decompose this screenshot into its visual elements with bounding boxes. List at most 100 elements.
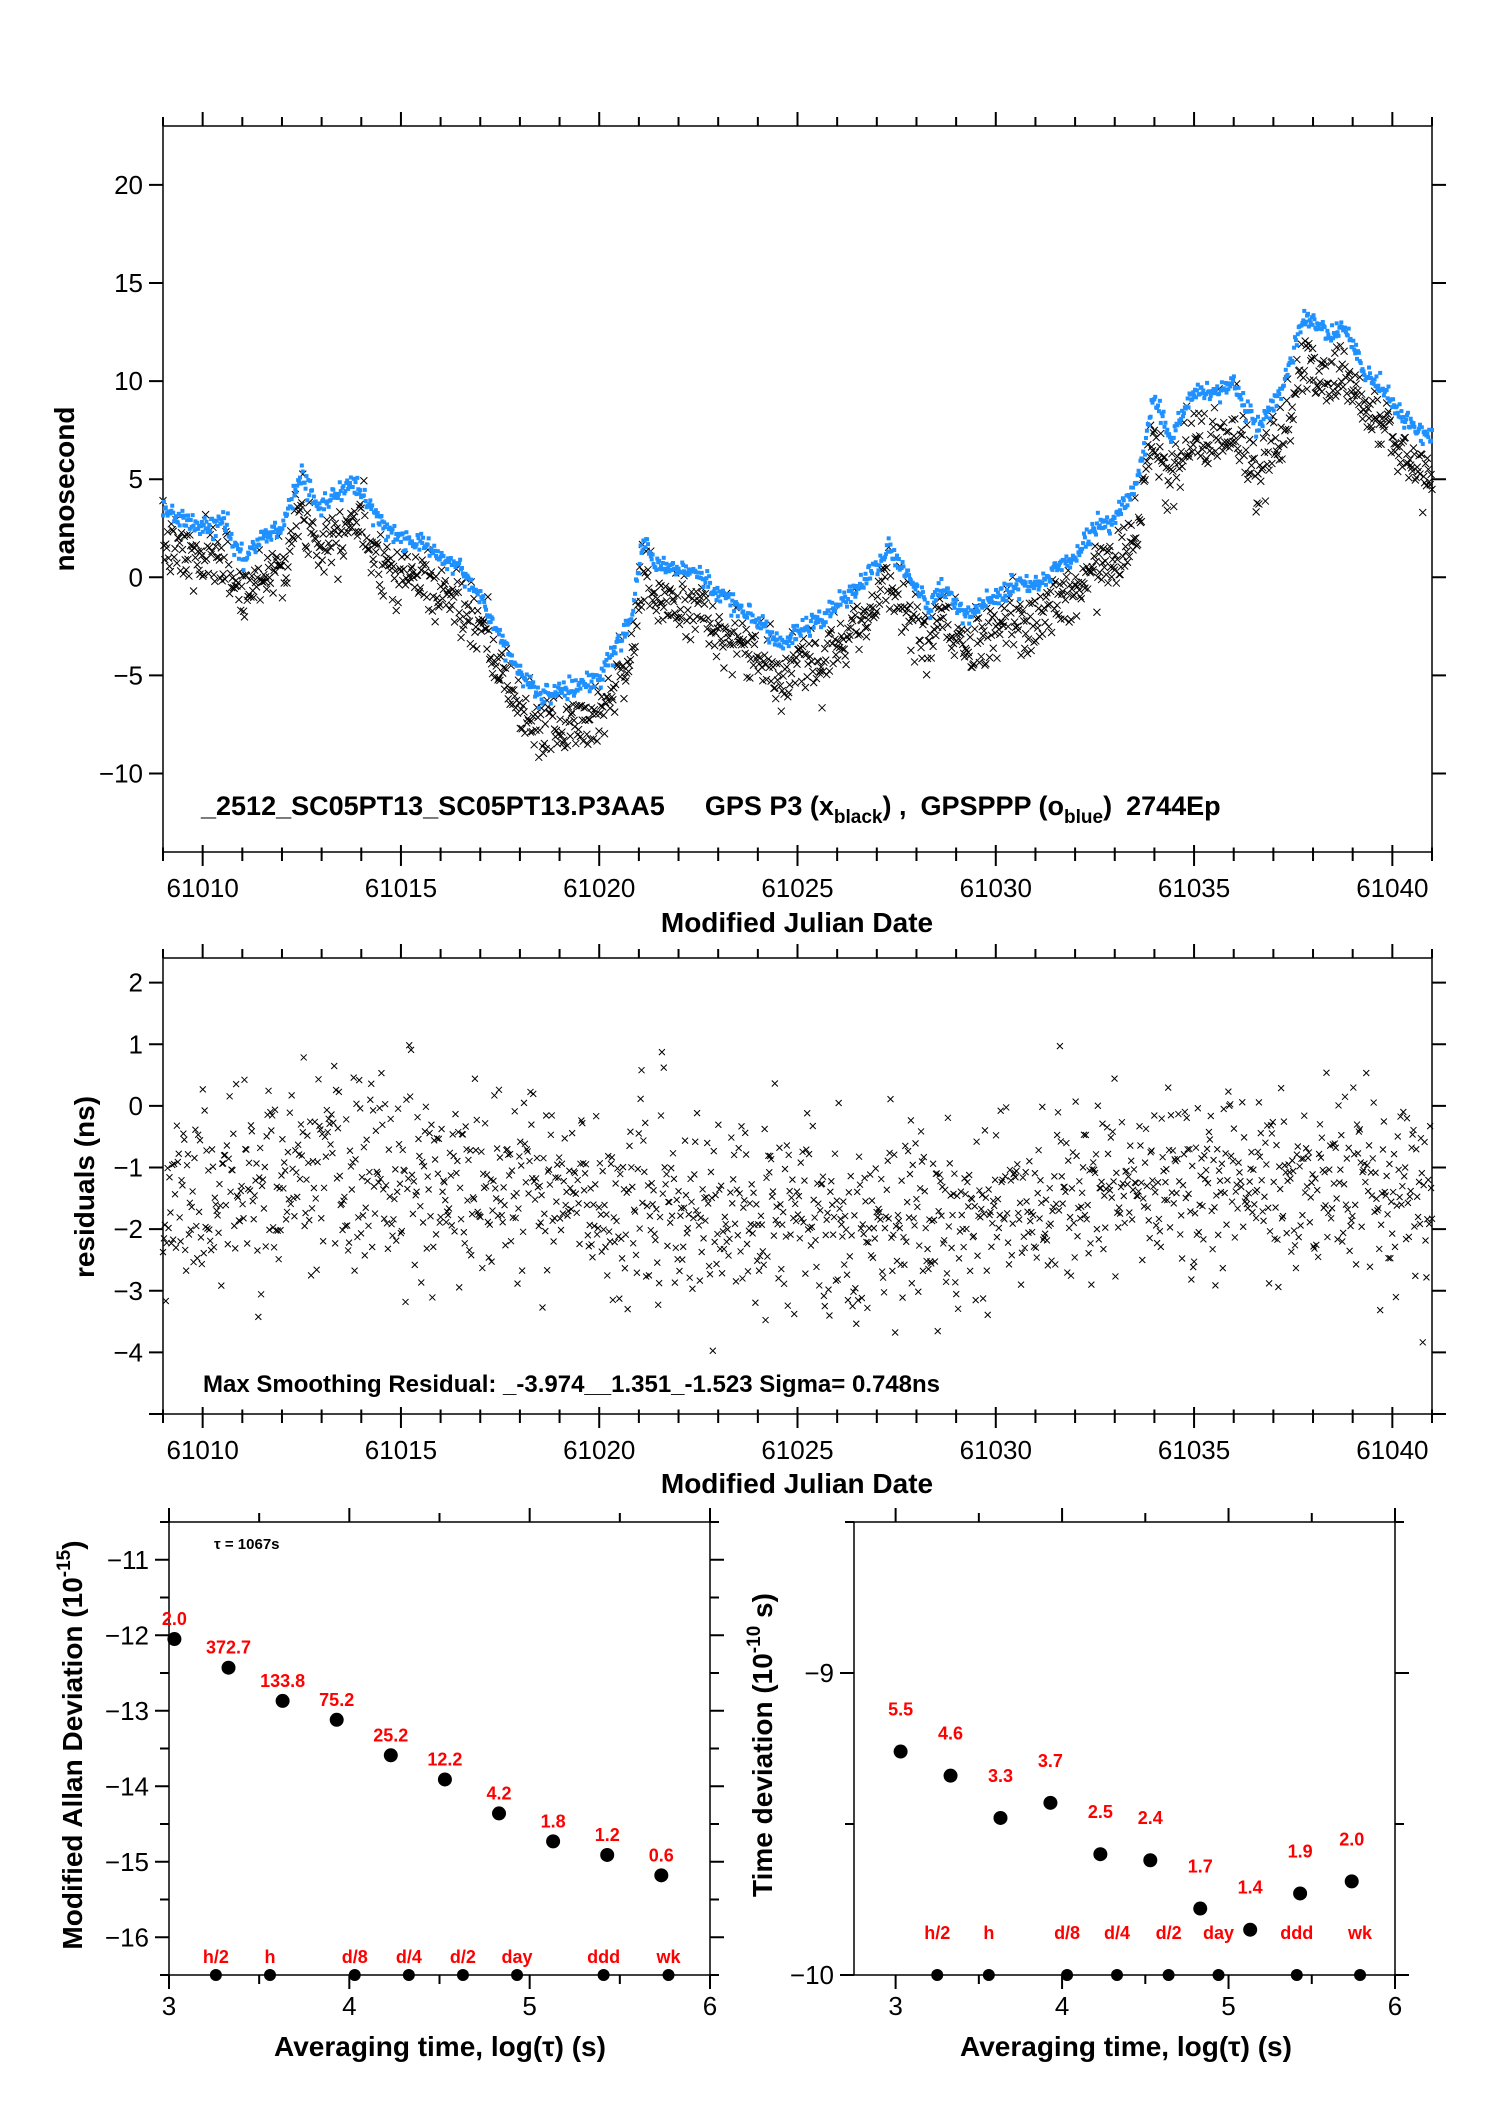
residual-point bbox=[1178, 1255, 1186, 1262]
residual-point bbox=[1187, 1276, 1195, 1283]
p3-point bbox=[422, 560, 430, 569]
ppp-point bbox=[1002, 581, 1007, 586]
p3-point bbox=[1328, 357, 1336, 366]
p3-point bbox=[354, 528, 363, 536]
p3-point bbox=[1371, 413, 1380, 422]
p3-point bbox=[1271, 434, 1280, 442]
p3-point bbox=[215, 556, 224, 564]
p3-point bbox=[1330, 349, 1339, 357]
residual-point bbox=[329, 1149, 336, 1157]
residual-point bbox=[1360, 1166, 1367, 1174]
residual-point bbox=[258, 1182, 266, 1190]
residual-point bbox=[540, 1154, 547, 1162]
residual-point bbox=[239, 1200, 246, 1208]
residual-point bbox=[994, 1195, 1002, 1203]
ppp-point bbox=[1131, 492, 1136, 497]
y-tick-label: −5 bbox=[113, 660, 143, 690]
residual-point bbox=[314, 1158, 321, 1166]
residual-point bbox=[891, 1329, 899, 1336]
residual-point bbox=[1177, 1211, 1185, 1219]
ppp-point bbox=[609, 653, 614, 658]
residual-point bbox=[189, 1188, 196, 1195]
ppp-point bbox=[599, 666, 604, 671]
p3-point bbox=[509, 686, 518, 694]
ppp-point bbox=[161, 499, 166, 504]
ppp-point bbox=[1293, 335, 1298, 340]
ppp-point bbox=[969, 614, 974, 619]
residual-point bbox=[205, 1226, 213, 1233]
ppp-point bbox=[704, 576, 709, 581]
residual-point bbox=[327, 1141, 334, 1148]
residual-point bbox=[1250, 1200, 1258, 1208]
timescale-label: d/4 bbox=[396, 1947, 422, 1967]
residual-point bbox=[1067, 1272, 1075, 1280]
residual-point bbox=[998, 1178, 1005, 1186]
residual-point bbox=[1092, 1150, 1100, 1158]
residual-point bbox=[848, 1231, 856, 1239]
ppp-point bbox=[503, 658, 508, 663]
ppp-point bbox=[600, 677, 605, 682]
ppp-point bbox=[1425, 431, 1430, 436]
ppp-point bbox=[717, 589, 722, 594]
ppp-point bbox=[1048, 578, 1053, 583]
residual-point bbox=[1335, 1102, 1342, 1109]
ppp-point bbox=[727, 592, 732, 597]
ppp-point bbox=[817, 609, 822, 614]
p3-point bbox=[733, 650, 741, 658]
residual-point bbox=[1362, 1178, 1369, 1186]
ppp-point bbox=[1013, 585, 1018, 590]
ppp-point bbox=[672, 567, 677, 572]
ppp-point bbox=[1267, 408, 1272, 413]
residual-point bbox=[1221, 1189, 1229, 1197]
p3-point bbox=[1061, 595, 1070, 604]
ppp-point bbox=[161, 513, 165, 518]
p3-point bbox=[1248, 455, 1257, 463]
residual-point bbox=[1029, 1211, 1037, 1219]
ppp-point bbox=[1162, 424, 1167, 429]
timescale-marker bbox=[1061, 1969, 1074, 1981]
ppp-point bbox=[659, 567, 664, 572]
p3-point bbox=[676, 605, 685, 614]
residual-point bbox=[1240, 1133, 1248, 1141]
p3-point bbox=[854, 631, 862, 639]
p3-point bbox=[844, 624, 852, 633]
ppp-point bbox=[307, 493, 312, 498]
residual-point bbox=[576, 1240, 583, 1248]
p3-point bbox=[1052, 609, 1061, 618]
residual-point bbox=[850, 1288, 857, 1296]
ppp-point bbox=[953, 601, 958, 606]
residual-point bbox=[197, 1234, 205, 1241]
ppp-point bbox=[845, 597, 850, 602]
ppp-point bbox=[1233, 385, 1238, 390]
residual-point bbox=[988, 1243, 995, 1251]
ppp-point bbox=[893, 563, 898, 568]
ppp-point bbox=[302, 480, 307, 485]
residual-point bbox=[200, 1249, 208, 1257]
residual-point bbox=[739, 1204, 747, 1211]
ppp-point bbox=[940, 592, 945, 597]
residual-point bbox=[1155, 1215, 1163, 1223]
p3-point bbox=[1247, 461, 1256, 470]
p3-point bbox=[1115, 570, 1124, 579]
p3-point bbox=[710, 641, 719, 650]
residual-point bbox=[553, 1198, 560, 1205]
p3-point bbox=[484, 626, 493, 635]
p3-point bbox=[590, 705, 599, 714]
p3-point bbox=[523, 714, 532, 723]
residual-point bbox=[701, 1194, 708, 1202]
residual-point bbox=[1324, 1209, 1332, 1217]
residual-point bbox=[718, 1269, 726, 1277]
p3-point bbox=[847, 614, 856, 622]
ppp-point bbox=[196, 526, 201, 531]
ppp-point bbox=[847, 584, 852, 589]
deviation-value-label: 1.4 bbox=[1238, 1878, 1263, 1898]
ppp-point bbox=[1333, 334, 1338, 339]
p3-point bbox=[1141, 475, 1149, 484]
residual-point bbox=[302, 1209, 309, 1217]
p3-point bbox=[1025, 599, 1034, 608]
ppp-point bbox=[848, 600, 853, 605]
ppp-point bbox=[622, 634, 627, 639]
residual-point bbox=[790, 1310, 798, 1318]
p3-point bbox=[323, 547, 332, 556]
p3-point bbox=[936, 614, 945, 623]
